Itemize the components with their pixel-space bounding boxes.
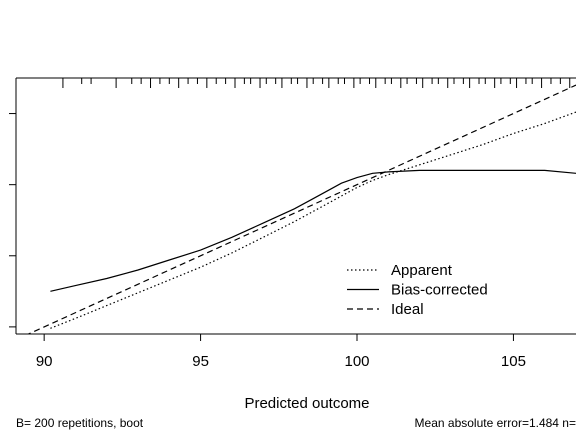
x-axis: 90 95 100 105	[36, 334, 526, 370]
legend: Apparent Bias-corrected Ideal	[347, 262, 488, 318]
footnote-right: Mean absolute error=1.484 n=	[415, 416, 576, 430]
plot-frame	[15, 77, 576, 335]
footnote-left: B= 200 repetitions, boot	[16, 416, 144, 430]
series-layer	[27, 84, 576, 334]
x-tick-label: 95	[192, 353, 209, 370]
series-bias-corrected-line	[50, 169, 576, 292]
legend-label-apparent: Apparent	[391, 262, 453, 279]
x-tick-label: 100	[344, 353, 369, 370]
rug-ticks	[62, 78, 571, 88]
series-ideal-line	[27, 84, 576, 334]
y-axis	[9, 113, 16, 328]
legend-label-ideal: Ideal	[391, 301, 424, 318]
x-tick-label: 90	[36, 353, 53, 370]
series-apparent-line	[50, 111, 576, 329]
x-tick-label: 105	[501, 353, 526, 370]
legend-label-bias-corrected: Bias-corrected	[391, 282, 488, 299]
x-axis-title: Predicted outcome	[244, 395, 369, 412]
